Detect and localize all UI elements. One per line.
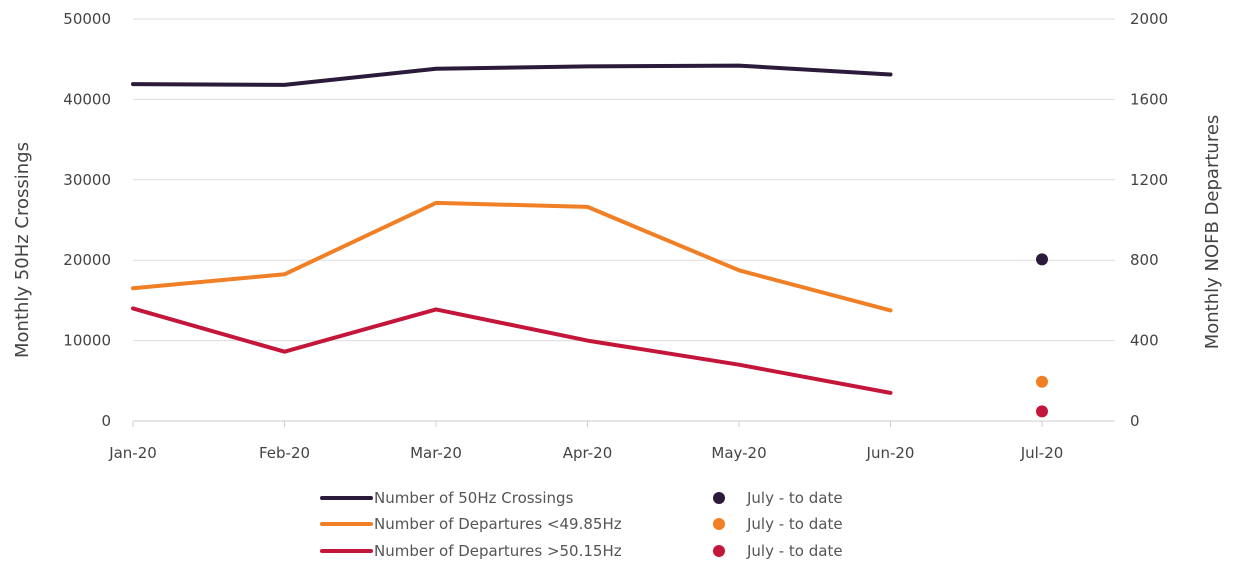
legend: Number of 50Hz Crossings Number of Depart… xyxy=(320,489,843,560)
legend-point-label: July - to date xyxy=(746,542,843,560)
right-axis-ticks: 0 400 800 1200 1600 2000 xyxy=(1130,10,1168,430)
left-tick-label: 0 xyxy=(101,412,111,430)
legend-dot-swatch xyxy=(713,518,725,530)
right-tick-label: 2000 xyxy=(1130,10,1168,28)
right-tick-label: 1200 xyxy=(1130,171,1168,189)
july-points xyxy=(1036,253,1048,418)
series-lines xyxy=(131,63,893,395)
right-tick-label: 1600 xyxy=(1130,90,1168,108)
x-axis-ticks: Jan-20 Feb-20 Mar-20 Apr-20 May-20 Jun-20 Jul-… xyxy=(108,420,1115,462)
left-tick-label: 20000 xyxy=(63,251,111,269)
right-tick-label: 400 xyxy=(1130,332,1159,350)
left-tick-label: 10000 xyxy=(63,332,111,350)
right-tick-label: 0 xyxy=(1130,412,1140,430)
left-axis-ticks: 0 10000 20000 30000 40000 50000 xyxy=(63,10,111,430)
x-tick-label: Jun-20 xyxy=(866,444,915,462)
legend-point-label: July - to date xyxy=(746,489,843,507)
july-point-1 xyxy=(1036,253,1048,266)
x-tick-label: Feb-20 xyxy=(259,444,310,462)
legend-series-label: Number of Departures <49.85Hz xyxy=(374,515,622,533)
right-tick-label: 800 xyxy=(1130,251,1159,269)
legend-series-label: Number of Departures >50.15Hz xyxy=(374,542,622,560)
series-line-3 xyxy=(131,306,893,395)
x-tick-label: May-20 xyxy=(711,444,766,462)
july-point-3 xyxy=(1036,405,1048,418)
series-line-2 xyxy=(131,200,893,313)
left-axis-title: Monthly 50Hz Crossings xyxy=(12,142,33,358)
x-tick-label: Mar-20 xyxy=(410,444,462,462)
gridlines xyxy=(133,18,1115,422)
legend-dot-swatch xyxy=(713,492,725,504)
series-line-1 xyxy=(131,63,893,87)
x-tick-label: Jan-20 xyxy=(108,444,157,462)
legend-series-label: Number of 50Hz Crossings xyxy=(374,489,574,507)
right-axis-title: Monthly NOFB Departures xyxy=(1202,115,1223,350)
x-tick-label: Jul-20 xyxy=(1020,444,1064,462)
legend-dot-swatch xyxy=(713,545,725,557)
left-tick-label: 40000 xyxy=(63,90,111,108)
x-tick-label: Apr-20 xyxy=(563,444,613,462)
july-point-2 xyxy=(1036,375,1048,388)
legend-point-label: July - to date xyxy=(746,515,843,533)
left-tick-label: 30000 xyxy=(63,171,111,189)
left-tick-label: 50000 xyxy=(63,10,111,28)
